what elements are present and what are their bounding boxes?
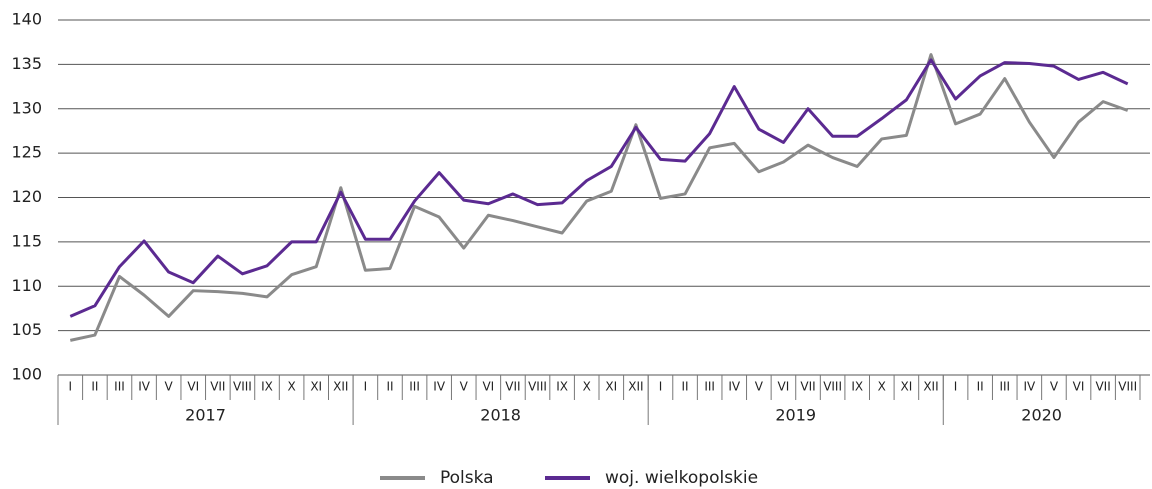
x-tick-label: XII <box>923 380 938 394</box>
legend-label: woj. wielkopolskie <box>605 468 758 488</box>
year-label: 2017 <box>185 406 226 425</box>
x-tick-label: II <box>386 380 393 394</box>
y-tick-label: 100 <box>11 365 42 384</box>
x-tick-label: IV <box>728 380 741 394</box>
x-tick-label: XI <box>901 380 913 394</box>
x-tick-label: VII <box>800 380 815 394</box>
y-tick-label: 110 <box>11 276 42 295</box>
x-tick-label: IV <box>433 380 446 394</box>
x-tick-label: V <box>165 380 174 394</box>
x-tick-label: VIII <box>823 380 842 394</box>
x-tick-label: I <box>364 380 368 394</box>
x-tick-label: II <box>977 380 984 394</box>
x-tick-label: VII <box>505 380 520 394</box>
x-tick-label: I <box>954 380 958 394</box>
x-tick-label: I <box>69 380 73 394</box>
x-tick-label: XI <box>310 380 322 394</box>
year-label: 2020 <box>1021 406 1062 425</box>
x-tick-label: IX <box>851 380 863 394</box>
x-tick-label: IV <box>138 380 151 394</box>
x-tick-label: II <box>91 380 98 394</box>
x-tick-label: VIII <box>528 380 547 394</box>
legend-label: Polska <box>440 468 494 488</box>
x-tick-label: VII <box>210 380 225 394</box>
y-tick-label: 115 <box>11 231 42 250</box>
x-tick-label: XII <box>628 380 643 394</box>
y-tick-label: 135 <box>11 54 42 73</box>
x-tick-label: IV <box>1023 380 1036 394</box>
x-tick-label: X <box>878 380 886 394</box>
x-tick-label: VI <box>1073 380 1085 394</box>
x-tick-label: VIII <box>1118 380 1137 394</box>
x-tick-label: I <box>659 380 663 394</box>
x-tick-label: V <box>460 380 469 394</box>
y-tick-label: 130 <box>11 98 42 117</box>
x-tick-label: III <box>114 380 125 394</box>
series-line <box>69 53 1129 342</box>
x-tick-label: XII <box>333 380 348 394</box>
x-tick-label: VI <box>778 380 790 394</box>
x-tick-label: III <box>704 380 715 394</box>
x-tick-label: XI <box>605 380 617 394</box>
series-line <box>69 58 1129 318</box>
y-tick-label: 125 <box>11 143 42 162</box>
x-tick-label: VII <box>1095 380 1110 394</box>
year-label: 2019 <box>775 406 816 425</box>
x-tick-label: II <box>682 380 689 394</box>
x-tick-label: VI <box>482 380 494 394</box>
y-tick-label: 120 <box>11 187 42 206</box>
x-tick-label: IX <box>261 380 273 394</box>
x-tick-label: VI <box>187 380 199 394</box>
x-tick-label: III <box>409 380 420 394</box>
year-label: 2018 <box>480 406 521 425</box>
x-tick-label: VIII <box>233 380 252 394</box>
x-tick-label: V <box>1050 380 1059 394</box>
y-tick-label: 140 <box>11 10 42 29</box>
x-tick-label: X <box>287 380 295 394</box>
x-tick-label: X <box>583 380 591 394</box>
y-tick-label: 105 <box>11 320 42 339</box>
x-tick-label: V <box>755 380 764 394</box>
x-tick-label: IX <box>556 380 568 394</box>
x-tick-label: III <box>999 380 1010 394</box>
